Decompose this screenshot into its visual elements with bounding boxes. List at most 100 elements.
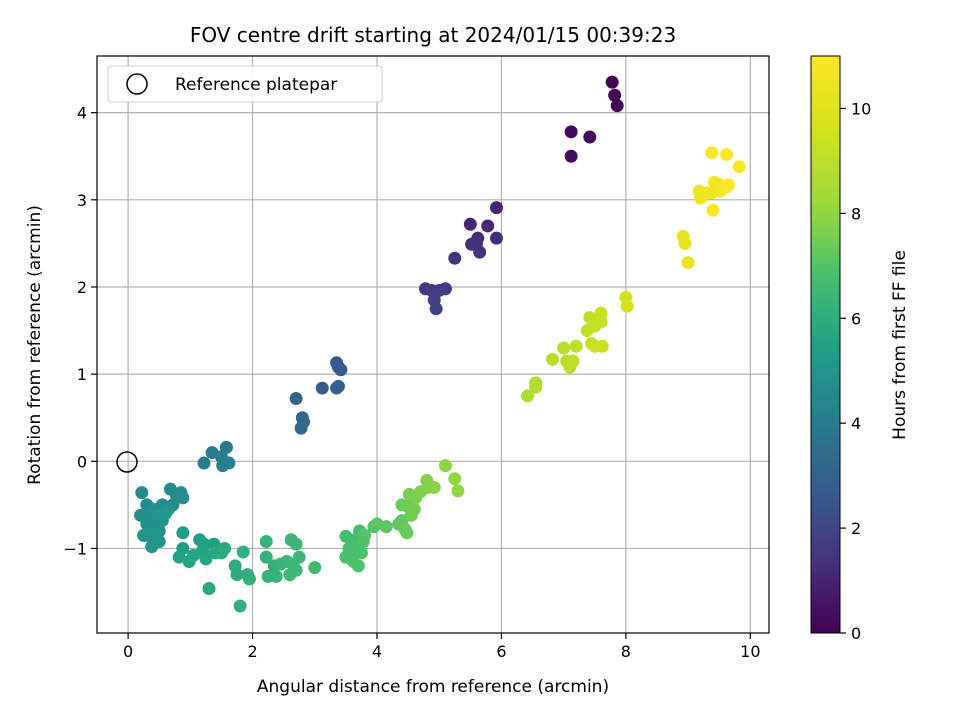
scatter-point (292, 550, 306, 564)
scatter-point (529, 380, 543, 394)
y-tick-label: 4 (77, 104, 87, 123)
scatter-point (722, 178, 736, 192)
scatter-point (451, 484, 465, 498)
reference-platepar-marker (116, 451, 138, 473)
colorbar: 0 2 4 6 8 10 Hours from first FF file (810, 55, 910, 643)
scatter-point (608, 88, 622, 102)
scatter-point (594, 306, 608, 320)
scatter-point (720, 147, 734, 161)
scatter-point (289, 537, 303, 551)
scatter-point (564, 125, 578, 139)
scatter-point (521, 389, 535, 403)
scatter-point (379, 520, 393, 534)
scatter-point (427, 480, 441, 494)
y-axis-ticks: −1 0 1 2 3 4 (63, 104, 97, 558)
scatter-points (134, 75, 746, 613)
x-tick-label: 0 (123, 642, 133, 661)
scatter-point (331, 379, 345, 393)
scatter-point (610, 99, 624, 113)
scatter-point (259, 534, 273, 548)
colorbar-label: Hours from first FF file (890, 250, 910, 440)
scatter-point (473, 245, 487, 259)
y-tick-label: 3 (77, 191, 87, 210)
scatter-point (137, 528, 151, 542)
scatter-point (172, 550, 186, 564)
colorbar-ticks: 0 2 4 6 8 10 (840, 99, 871, 643)
scatter-point (236, 545, 250, 559)
legend-marker (126, 73, 148, 95)
scatter-point (202, 582, 216, 596)
scatter-point (448, 251, 462, 265)
scatter-point (438, 459, 452, 473)
scatter-point (269, 569, 283, 583)
x-axis-label: Angular distance from reference (arcmin) (257, 677, 609, 697)
scatter-point (557, 341, 571, 355)
scatter-point (354, 546, 368, 560)
scatter-point (219, 440, 233, 454)
scatter-point (308, 561, 322, 575)
x-axis-ticks: 0 2 4 6 8 10 (123, 633, 761, 661)
scatter-point (289, 392, 303, 406)
scatter-point (545, 352, 559, 366)
scatter-point (481, 219, 495, 233)
scatter-point (595, 339, 609, 353)
colorbar-tick-label: 6 (851, 309, 861, 328)
colorbar-tick-label: 2 (851, 519, 861, 538)
scatter-point (230, 568, 244, 582)
x-tick-label: 6 (496, 642, 506, 661)
scatter-point (705, 146, 719, 160)
scatter-point (463, 217, 477, 231)
colorbar-tick-label: 4 (851, 414, 861, 433)
scatter-point (407, 502, 421, 516)
scatter-point (566, 354, 580, 368)
scatter-point (358, 528, 372, 542)
scatter-point (400, 526, 414, 540)
scatter-point (158, 507, 172, 521)
scatter-point (233, 599, 247, 613)
scatter-point (197, 456, 211, 470)
legend-label: Reference platepar (175, 75, 337, 95)
scatter-point (315, 381, 329, 395)
scatter-point (678, 236, 692, 250)
scatter-point (564, 149, 578, 163)
scatter-point (569, 339, 583, 353)
scatter-point (681, 256, 695, 270)
scatter-point (605, 75, 619, 89)
scatter-point (438, 282, 452, 296)
plot-frame (96, 55, 770, 634)
x-tick-label: 8 (621, 642, 631, 661)
y-tick-label: 2 (77, 278, 87, 297)
scatter-point (294, 421, 308, 435)
x-tick-label: 2 (247, 642, 257, 661)
scatter-point (199, 552, 213, 566)
scatter-point (176, 526, 190, 540)
colorbar-gradient (810, 55, 841, 634)
scatter-point (448, 472, 462, 486)
colorbar-tick-label: 0 (851, 624, 861, 643)
scatter-point (289, 563, 303, 577)
scatter-point (489, 201, 503, 215)
y-tick-label: −1 (63, 539, 87, 558)
x-tick-label: 10 (740, 642, 760, 661)
scatter-point (429, 302, 443, 316)
scatter-point (489, 231, 503, 245)
scatter-point (242, 572, 256, 586)
scatter-point (620, 299, 634, 313)
scatter-point (145, 540, 159, 554)
scatter-point (176, 491, 190, 505)
colorbar-tick-label: 8 (851, 204, 861, 223)
y-tick-label: 0 (77, 452, 87, 471)
chart-title: FOV centre drift starting at 2024/01/15 … (190, 23, 676, 47)
scatter-point (732, 160, 746, 174)
y-axis-label: Rotation from reference (arcmin) (25, 205, 45, 485)
y-tick-label: 1 (77, 365, 87, 384)
scatter-point (186, 548, 200, 562)
legend-box (107, 65, 383, 103)
scatter-point (583, 130, 597, 144)
scatter-point (218, 541, 232, 555)
legend: Reference platepar (107, 65, 383, 103)
scatter-point (216, 459, 230, 473)
scatter-point (334, 363, 348, 377)
x-tick-label: 4 (372, 642, 382, 661)
